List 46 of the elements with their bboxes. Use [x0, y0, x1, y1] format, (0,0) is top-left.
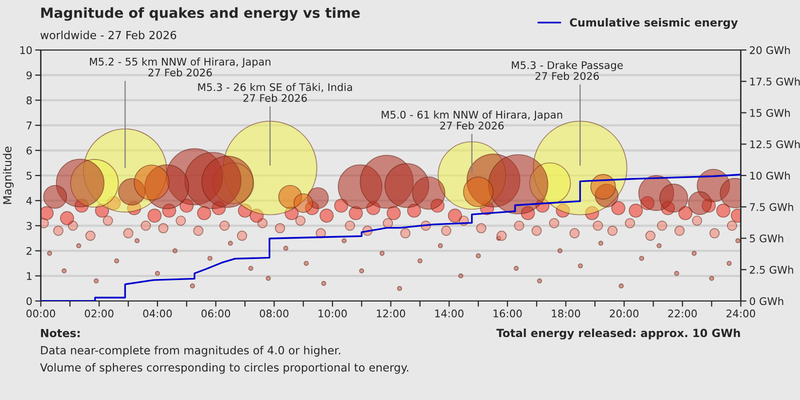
y-tick-label: 2 [26, 247, 32, 255]
y2-tick-label: 20 GWh [750, 46, 790, 54]
x-tick-label: 12:00 [376, 310, 406, 318]
chart-title: Magnitude of quakes and energy vs time [41, 7, 360, 21]
chart-subtitle: worldwide - 27 Feb 2026 [40, 30, 176, 40]
y-tick-label: 4 [26, 196, 32, 205]
y2-tick-label: 5 GWh [750, 234, 784, 242]
y2-tick-label: 2.5 GWh [750, 266, 794, 274]
y2-tick-label: 15 GWh [750, 108, 790, 117]
x-tick-label: 06:00 [201, 310, 230, 318]
annotation: M5.3 - 26 km SE of Tāki, India 27 Feb 2026 [198, 83, 352, 102]
x-tick-label: 16:00 [494, 310, 522, 318]
y2-tick-label: 17.5 GWh [750, 77, 800, 86]
x-tick-label: 14:00 [435, 310, 464, 318]
y2-tick-label: 7.5 GWh [750, 202, 794, 211]
x-tick-label: 10:00 [318, 310, 347, 318]
x-tick-label: 04:00 [143, 310, 172, 318]
y-tick-label: 3 [26, 222, 32, 230]
text: Data near-complete from magnitudes of 4.0 or higher. [41, 346, 340, 357]
annotation: M5.3 - Drake Passage 27 Feb 2026 [512, 61, 623, 80]
legend-label: Cumulative seismic energy [570, 18, 738, 29]
x-tick-label: 24:00 [726, 310, 756, 318]
y-tick-label: 0 [26, 297, 32, 306]
annotation: M5.2 - 55 km NNW of Hirara, Japan 27 Feb 2026 [90, 58, 270, 76]
y-tick-label: 6 [26, 146, 32, 155]
x-tick-label: 02:00 [84, 310, 114, 318]
annotation: M5.0 - 61 km NNW of Hirara, Japan 27 Feb 2026 [382, 110, 562, 130]
y-axis-title: Magnitude [2, 146, 14, 204]
y-tick-label: 10 [20, 46, 32, 54]
y2-tick-label: 12.5 GWh [750, 140, 800, 148]
text: Notes: [41, 328, 80, 338]
text: Total energy released: approx. 10 GWh [496, 328, 740, 340]
text: Volume of spheres corresponding to circles proportional to energy. [40, 363, 408, 374]
y2-tick-label: 10 GWh [750, 172, 790, 180]
y2-tick-label: 0 GWh [750, 297, 784, 306]
y-tick-label: 8 [26, 96, 32, 104]
x-tick-label: 18:00 [552, 310, 580, 318]
y-tick-label: 9 [26, 71, 32, 80]
x-tick-label: 00:00 [26, 310, 56, 318]
line-series [40, 174, 741, 301]
x-tick-label: 22:00 [668, 310, 697, 318]
y-tick-label: 7 [26, 122, 32, 130]
y-tick-label: 1 [26, 272, 32, 280]
x-tick-label: 08:00 [260, 310, 288, 318]
x-tick-label: 20:00 [610, 310, 638, 318]
y-tick-label: 5 [26, 172, 32, 180]
